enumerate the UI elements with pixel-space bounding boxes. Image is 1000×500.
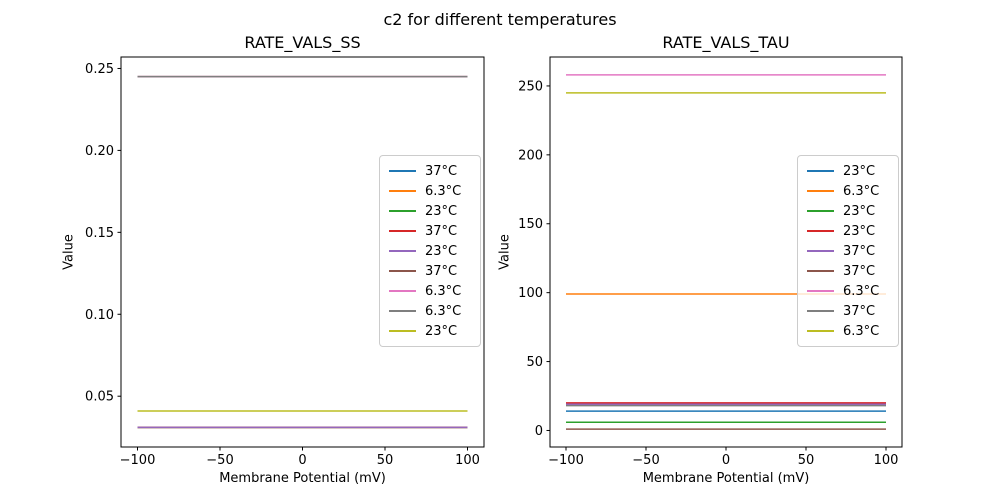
legend-label: 37°C [425,163,458,179]
legend-item: 37°C [807,301,898,321]
y-tick-label: 0.05 [85,390,114,405]
y-tick-label: 0.20 [85,144,114,159]
x-tick-label: 100 [874,453,899,468]
legend-label: 23°C [425,203,458,219]
legend-item: 6.3°C [807,281,898,301]
legend-swatch [389,250,416,252]
x-tick-label: 50 [798,453,815,468]
legend-label: 37°C [843,243,876,259]
legend-label: 37°C [425,223,458,239]
legend-item: 23°C [389,321,480,341]
y-tick-label: 0.10 [85,308,114,323]
legend-swatch [807,190,834,192]
figure-title: c2 for different temperatures [383,10,617,29]
legend-label: 23°C [843,163,876,179]
legend-item: 6.3°C [389,181,480,201]
legend-item: 37°C [807,241,898,261]
x-tick-label: −50 [206,453,233,468]
legend-swatch [807,170,834,172]
legend-label: 6.3°C [843,323,880,339]
legend-swatch [389,170,416,172]
legend-swatch [389,310,416,312]
y-tick-label: 200 [518,148,543,163]
plot-area-rate-vals-ss: −100 −50 0 50 100 0.05 0.10 0.15 0.20 0.25 [85,56,485,468]
legend-label: 6.3°C [425,303,462,319]
legend-label: 23°C [843,203,876,219]
legend-item: 6.3°C [807,181,898,201]
legend-label: 6.3°C [843,283,880,299]
y-tick-label: 0.25 [85,62,114,77]
x-tick-label: 0 [298,453,306,468]
legend-swatch [389,190,416,192]
legend-item: 23°C [389,201,480,221]
legend-item: 37°C [389,161,480,181]
legend-label: 6.3°C [425,183,462,199]
legend-swatch [807,230,834,232]
legend-item: 6.3°C [389,281,480,301]
legend-item: 6.3°C [807,321,898,341]
x-tick-label: 50 [377,453,394,468]
legend-item: 23°C [389,241,480,261]
legend-item: 23°C [807,161,898,181]
y-tick-label: 0 [535,424,543,439]
x-tick-label: 0 [722,453,730,468]
legend-swatch [807,330,834,332]
x-axis-label: Membrane Potential (mV) [642,471,810,486]
legend-swatch [389,270,416,272]
legend-swatch [389,330,416,332]
legend-swatch [807,210,834,212]
x-axis-label: Membrane Potential (mV) [219,471,386,486]
legend-label: 37°C [425,263,458,279]
legend-item: 37°C [389,261,480,281]
legend-item: 23°C [807,221,898,241]
legend-label: 37°C [843,263,876,279]
legend-swatch [389,210,416,212]
legend: 37°C 6.3°C 23°C 37°C 23°C 37°C 6.3°C 6.3°C 23°C [379,155,481,347]
subplot-title-rate-vals-tau: RATE_VALS_TAU [662,33,790,52]
x-tick-label: −100 [548,453,584,468]
legend-swatch [807,310,834,312]
legend-item: 37°C [807,261,898,281]
plot-area-rate-vals-tau: −100 −50 0 50 100 0 50 100 150 200 250 [518,56,903,468]
y-tick-label: 0.15 [85,226,114,241]
legend-swatch [807,270,834,272]
legend-swatch [807,290,834,292]
legend-item: 23°C [807,201,898,221]
y-tick-label: 250 [518,79,543,94]
y-tick-label: 150 [518,217,543,232]
legend-label: 23°C [843,223,876,239]
legend-label: 6.3°C [843,183,880,199]
x-tick-label: 100 [455,453,480,468]
x-tick-label: −100 [120,453,156,468]
legend-item: 6.3°C [389,301,480,321]
x-tick-label: −50 [632,453,659,468]
legend-label: 37°C [843,303,876,319]
legend-swatch [389,290,416,292]
subplot-title-rate-vals-ss: RATE_VALS_SS [244,33,361,52]
legend-swatch [389,230,416,232]
legend-label: 6.3°C [425,283,462,299]
legend: 23°C 6.3°C 23°C 23°C 37°C 37°C 6.3°C 37°C 6.3°C [797,155,899,347]
y-tick-label: 100 [518,286,543,301]
y-tick-label: 50 [526,355,543,370]
legend-swatch [807,250,834,252]
legend-label: 23°C [425,243,458,259]
legend-label: 23°C [425,323,458,339]
legend-item: 37°C [389,221,480,241]
